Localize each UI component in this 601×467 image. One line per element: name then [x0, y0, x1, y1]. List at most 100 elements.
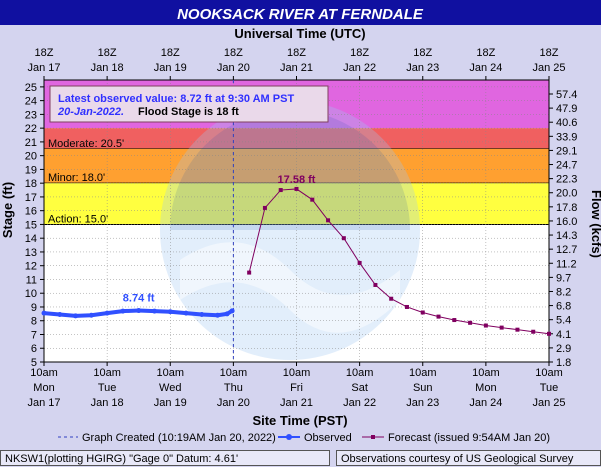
flow-tick-label: 47.9	[556, 103, 577, 115]
forecast-point	[247, 270, 252, 275]
stage-tick-label: 8	[31, 316, 37, 328]
bottom-tick-label: 10am	[535, 367, 563, 379]
flood-band	[44, 148, 549, 184]
forecast-point	[515, 327, 520, 332]
footer-datum: NKSW1(plotting HGIRG) "Gage 0" Datum: 4.…	[0, 450, 330, 466]
bottom-tick-label: 10am	[220, 367, 248, 379]
forecast-point	[341, 236, 346, 241]
forecast-point	[452, 318, 457, 323]
flow-tick-label: 1.8	[556, 357, 571, 369]
observed-point	[167, 309, 173, 315]
forecast-point	[547, 331, 551, 336]
bottom-tick-label: Jan 25	[532, 397, 565, 409]
stage-tick-label: 16	[25, 206, 37, 218]
observed-point	[73, 313, 79, 319]
bottom-tick-label: Tue	[98, 382, 117, 394]
stage-tick-label: 22	[25, 123, 37, 135]
observed-point	[41, 310, 47, 316]
top-tick-label: 18Z	[413, 47, 432, 59]
bottom-tick-label: Tue	[540, 382, 559, 394]
stage-tick-label: 10	[25, 288, 37, 300]
top-tick-label: Jan 18	[91, 62, 124, 74]
stage-tick-label: 25	[25, 82, 37, 94]
bottom-tick-label: Jan 18	[91, 397, 124, 409]
info-flood-stage: Flood Stage is 18 ft	[138, 106, 239, 118]
legend-observed-marker	[286, 434, 292, 440]
bottom-tick-label: 10am	[409, 367, 437, 379]
flow-tick-label: 9.7	[556, 272, 571, 284]
top-tick-label: Jan 25	[532, 62, 565, 74]
observed-point	[88, 312, 94, 318]
top-tick-label: Jan 20	[217, 62, 250, 74]
bottom-tick-label: Mon	[33, 382, 54, 394]
right-axis-title: Flow (kcfs)	[589, 190, 601, 258]
bottom-tick-label: Jan 19	[154, 397, 187, 409]
stage-tick-label: 6	[31, 343, 37, 355]
flow-tick-label: 33.9	[556, 131, 577, 143]
flood-band-label: Moderate: 20.5'	[48, 138, 124, 150]
stage-tick-label: 19	[25, 164, 37, 176]
forecast-peak-label: 17.58 ft	[278, 174, 316, 186]
bottom-tick-label: Jan 21	[280, 397, 313, 409]
bottom-tick-label: Jan 24	[469, 397, 502, 409]
bottom-tick-label: Sat	[351, 382, 368, 394]
stage-tick-label: 14	[25, 233, 37, 245]
top-axis-title: Universal Time (UTC)	[234, 26, 365, 41]
top-tick-label: Jan 21	[280, 62, 313, 74]
observed-point	[136, 308, 142, 314]
top-tick-label: 18Z	[476, 47, 495, 59]
observed-point	[151, 308, 157, 314]
stage-tick-label: 23	[25, 109, 37, 121]
forecast-point	[357, 260, 362, 265]
top-tick-label: Jan 22	[343, 62, 376, 74]
observed-point	[104, 310, 110, 316]
observed-point	[199, 312, 205, 318]
flow-tick-label: 2.9	[556, 343, 571, 355]
top-tick-label: 18Z	[540, 47, 559, 59]
bottom-tick-label: 10am	[472, 367, 500, 379]
stage-tick-label: 18	[25, 178, 37, 190]
flow-tick-label: 20.0	[556, 188, 577, 200]
flood-band-label: Minor: 18.0'	[48, 172, 105, 184]
stage-tick-label: 11	[26, 274, 37, 286]
forecast-point	[531, 329, 536, 334]
observed-peak-label: 8.74 ft	[123, 293, 155, 305]
forecast-point	[373, 282, 378, 287]
flow-tick-label: 4.1	[556, 329, 571, 341]
bottom-tick-label: Jan 17	[27, 397, 60, 409]
top-tick-label: Jan 19	[154, 62, 187, 74]
flow-tick-label: 17.8	[556, 202, 577, 214]
stage-tick-label: 21	[25, 137, 37, 149]
forecast-point	[468, 320, 473, 325]
legend-forecast: Forecast (issued 9:54AM Jan 20)	[388, 432, 550, 444]
forecast-point	[404, 304, 409, 309]
flow-tick-label: 16.0	[556, 216, 577, 228]
flood-band-label: Action: 15.0'	[48, 213, 108, 225]
bottom-tick-label: 10am	[30, 367, 58, 379]
info-box	[49, 85, 329, 123]
top-tick-label: 18Z	[287, 47, 306, 59]
top-tick-label: Jan 17	[27, 62, 60, 74]
stage-tick-label: 15	[25, 219, 37, 231]
stage-tick-label: 7	[31, 329, 37, 341]
stage-tick-label: 24	[25, 96, 37, 108]
observed-point	[229, 308, 235, 314]
stage-tick-label: 12	[25, 261, 37, 273]
bottom-tick-label: Wed	[159, 382, 181, 394]
observed-point	[57, 312, 63, 318]
series	[41, 186, 551, 336]
forecast-point	[499, 325, 504, 330]
stage-tick-label: 13	[25, 247, 37, 259]
stage-tick-label: 20	[25, 151, 37, 163]
top-tick-label: Jan 23	[406, 62, 439, 74]
observed-point	[215, 312, 221, 318]
chart-title: NOOKSACK RIVER AT FERNDALE	[177, 6, 424, 23]
flow-tick-label: 8.2	[556, 286, 571, 298]
bottom-tick-label: Jan 23	[406, 397, 439, 409]
bottom-tick-label: Jan 20	[217, 397, 250, 409]
flow-tick-label: 11.2	[556, 258, 577, 270]
legend-forecast-marker	[371, 435, 375, 439]
top-tick-label: Jan 24	[469, 62, 502, 74]
noaa-watermark-icon	[160, 100, 420, 360]
flow-tick-label: 24.7	[556, 160, 577, 172]
